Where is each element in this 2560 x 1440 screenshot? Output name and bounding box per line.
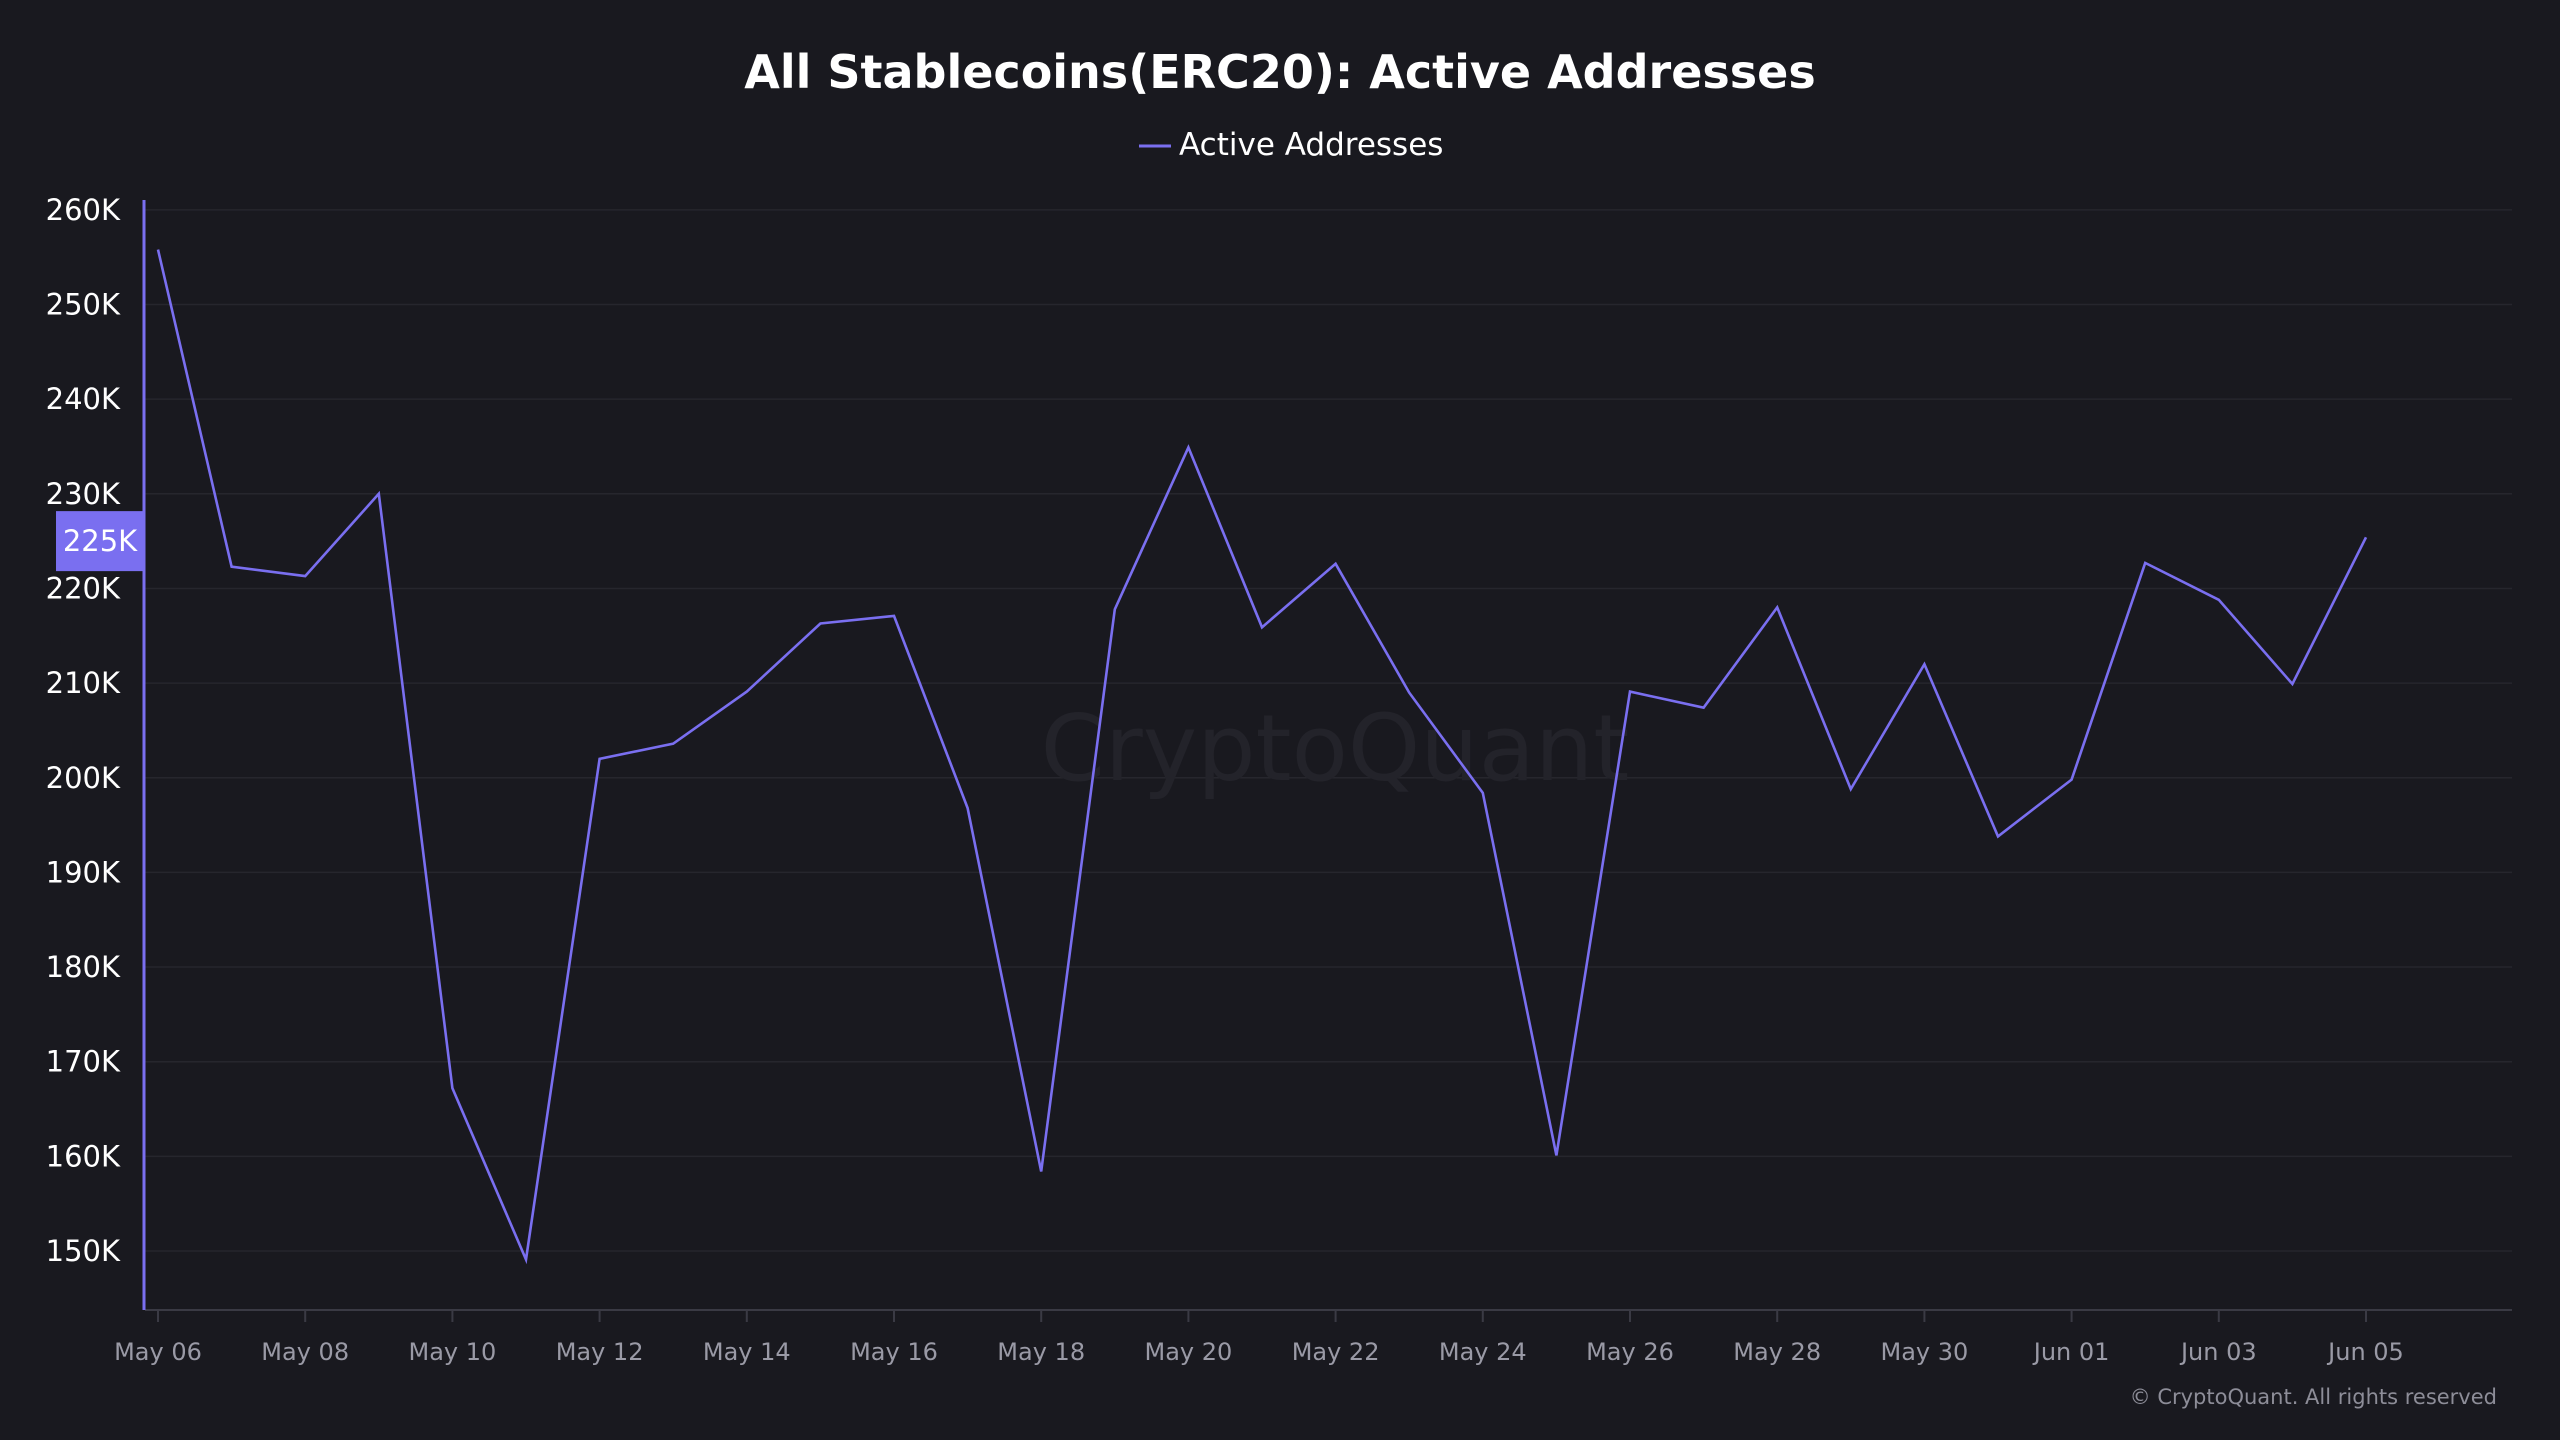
y-axis-ticks: 150K 160K 170K 180K 190K 200K 210K 220K 230K 240K… bbox=[46, 193, 121, 1268]
x-tick-label: May 16 bbox=[850, 1338, 938, 1366]
x-tick-label: May 06 bbox=[114, 1338, 202, 1366]
x-tick-label: May 14 bbox=[703, 1338, 791, 1366]
legend-item-active-addresses[interactable]: Active Addresses bbox=[1139, 127, 1443, 163]
x-tick-label: May 20 bbox=[1145, 1338, 1233, 1366]
watermark-text: CryptoQuant bbox=[1041, 695, 1630, 802]
x-tick-label: May 28 bbox=[1733, 1338, 1821, 1366]
copyright-text: © CryptoQuant. All rights reserved bbox=[2130, 1385, 2497, 1409]
x-tick-label: May 10 bbox=[409, 1338, 497, 1366]
series-line-active-addresses[interactable] bbox=[156, 249, 2368, 1265]
x-tick-label: May 18 bbox=[997, 1338, 1085, 1366]
crosshair: 225K bbox=[56, 200, 146, 1310]
y-tick-label: 180K bbox=[46, 950, 121, 984]
hover-value-label: 225K bbox=[63, 524, 138, 558]
x-axis-ticks: May 06 May 08 May 10 May 12 May 14 May 16 May … bbox=[114, 1310, 2404, 1366]
y-tick-label: 260K bbox=[46, 193, 121, 227]
hover-value-badge bbox=[56, 511, 144, 572]
grid bbox=[145, 209, 2512, 1252]
x-tick-label: Jun 05 bbox=[2326, 1338, 2404, 1366]
legend-label: Active Addresses bbox=[1179, 127, 1443, 163]
chart-title: All Stablecoins(ERC20): Active Addresses bbox=[744, 45, 1816, 99]
y-tick-label: 220K bbox=[46, 571, 121, 605]
x-tick-label: Jun 03 bbox=[2179, 1338, 2257, 1366]
x-tick-label: May 22 bbox=[1292, 1338, 1380, 1366]
y-tick-label: 150K bbox=[46, 1234, 121, 1268]
x-tick-label: Jun 01 bbox=[2032, 1338, 2110, 1366]
x-tick-label: May 24 bbox=[1439, 1338, 1527, 1366]
x-tick-label: May 12 bbox=[556, 1338, 644, 1366]
y-tick-label: 190K bbox=[46, 855, 121, 889]
y-tick-label: 160K bbox=[46, 1139, 121, 1173]
x-tick-label: May 08 bbox=[261, 1338, 349, 1366]
y-tick-label: 250K bbox=[46, 288, 121, 322]
y-tick-label: 170K bbox=[46, 1045, 121, 1079]
series-layer bbox=[156, 249, 2368, 1265]
y-tick-label: 230K bbox=[46, 477, 121, 511]
x-tick-label: May 30 bbox=[1881, 1338, 1969, 1366]
x-tick-label: May 26 bbox=[1586, 1338, 1674, 1366]
y-tick-label: 210K bbox=[46, 666, 121, 700]
y-tick-label: 200K bbox=[46, 761, 121, 795]
y-tick-label: 240K bbox=[46, 382, 121, 416]
